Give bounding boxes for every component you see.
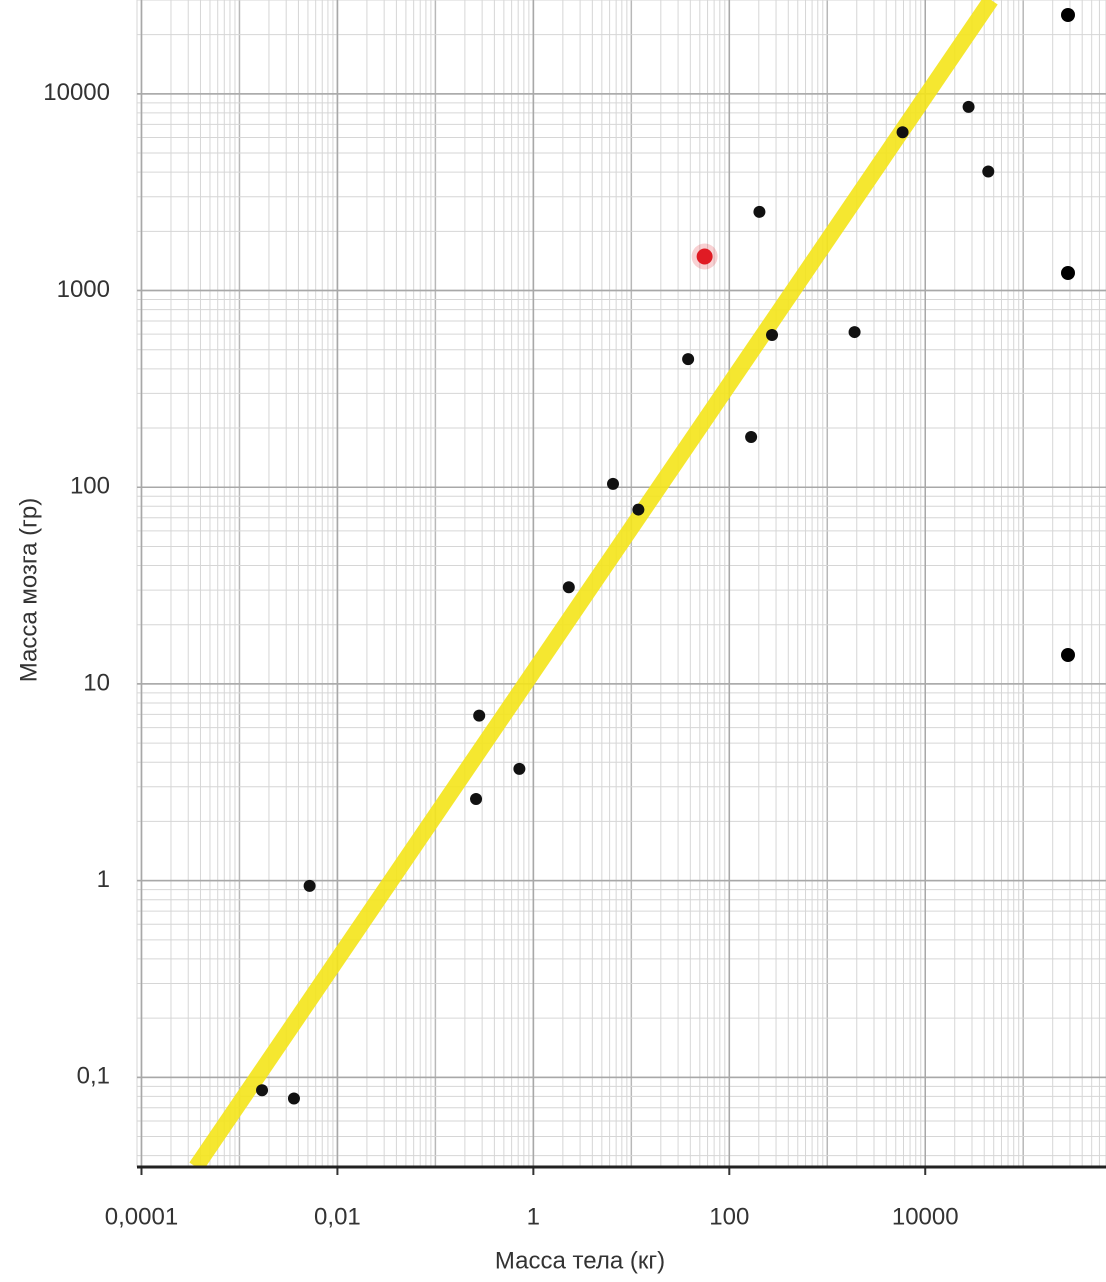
y-tick-label: 100	[70, 473, 110, 500]
point	[849, 326, 861, 338]
point	[256, 1084, 268, 1096]
grid	[137, 0, 1106, 1167]
point	[563, 581, 575, 593]
x-tick-label: 10000	[892, 1203, 959, 1230]
y-axis-title: Масса мозга (гр)	[15, 498, 42, 683]
point	[745, 431, 757, 443]
y-tick-label: 0,1	[77, 1063, 110, 1090]
point	[304, 880, 316, 892]
chart: Масса тела (кг) Масса мозга (гр) 0,0001 0…	[0, 0, 1106, 1282]
point	[470, 793, 482, 805]
point	[288, 1093, 300, 1105]
point	[473, 710, 485, 722]
y-tick-label: 1	[97, 866, 110, 893]
x-tick-label: 0,0001	[105, 1203, 178, 1230]
x-tick-label: 1	[527, 1203, 540, 1230]
point	[513, 763, 525, 775]
point	[982, 165, 994, 177]
x-tick-label: 0,01	[314, 1203, 361, 1230]
highlight-point	[697, 248, 713, 264]
x-axis-title: Масса тела (кг)	[495, 1247, 665, 1274]
point	[607, 478, 619, 490]
point	[766, 329, 778, 341]
point	[897, 126, 909, 138]
y-tick-label: 10	[83, 669, 110, 696]
y-tick-label: 10000	[43, 79, 110, 106]
point	[963, 101, 975, 113]
page-bullet	[1061, 648, 1075, 662]
point	[682, 353, 694, 365]
point	[753, 206, 765, 218]
x-tick-label: 100	[709, 1203, 749, 1230]
page-bullet	[1061, 8, 1075, 22]
y-tick-label: 1000	[57, 276, 110, 303]
page-bullet	[1061, 266, 1075, 280]
point	[632, 504, 644, 516]
